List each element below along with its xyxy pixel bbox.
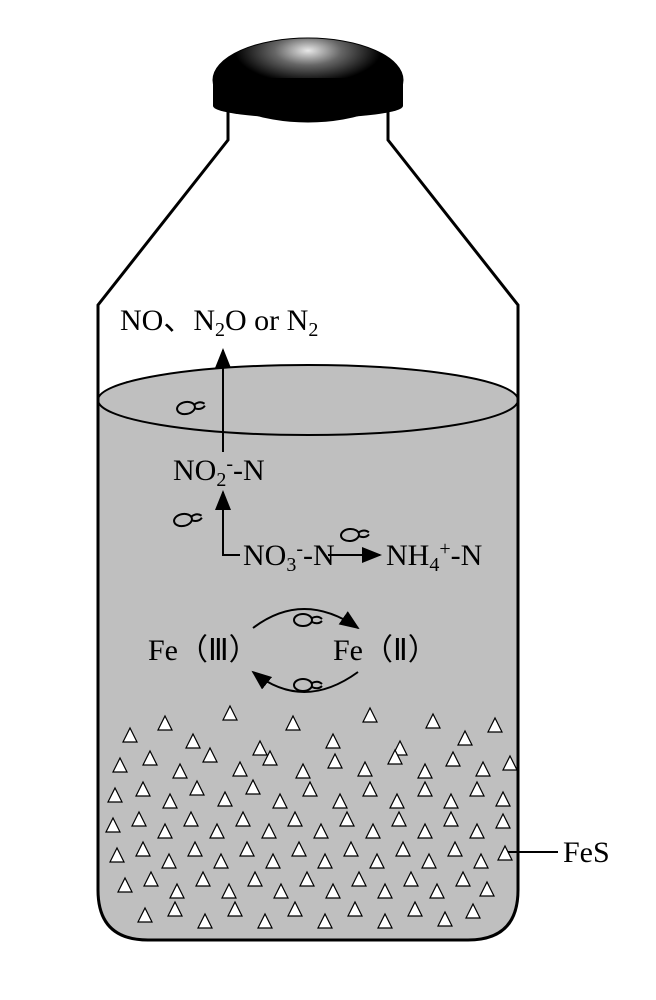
fes-legend-label: FeS <box>563 836 610 869</box>
ferric-label: Fe（Ⅲ） <box>148 634 259 667</box>
ferrous-label: Fe（Ⅱ） <box>333 634 438 667</box>
reaction-bottle-diagram: NO、N2O or N2 NO2--N NO3--N NH4+-N Fe（Ⅲ） … <box>28 20 628 960</box>
gas-no: NO <box>120 304 163 337</box>
diagram-svg: NO、N2O or N2 NO2--N NO3--N NH4+-N Fe（Ⅲ） … <box>28 20 628 960</box>
gas-products-label: NO、N2O or N2 <box>120 304 318 341</box>
